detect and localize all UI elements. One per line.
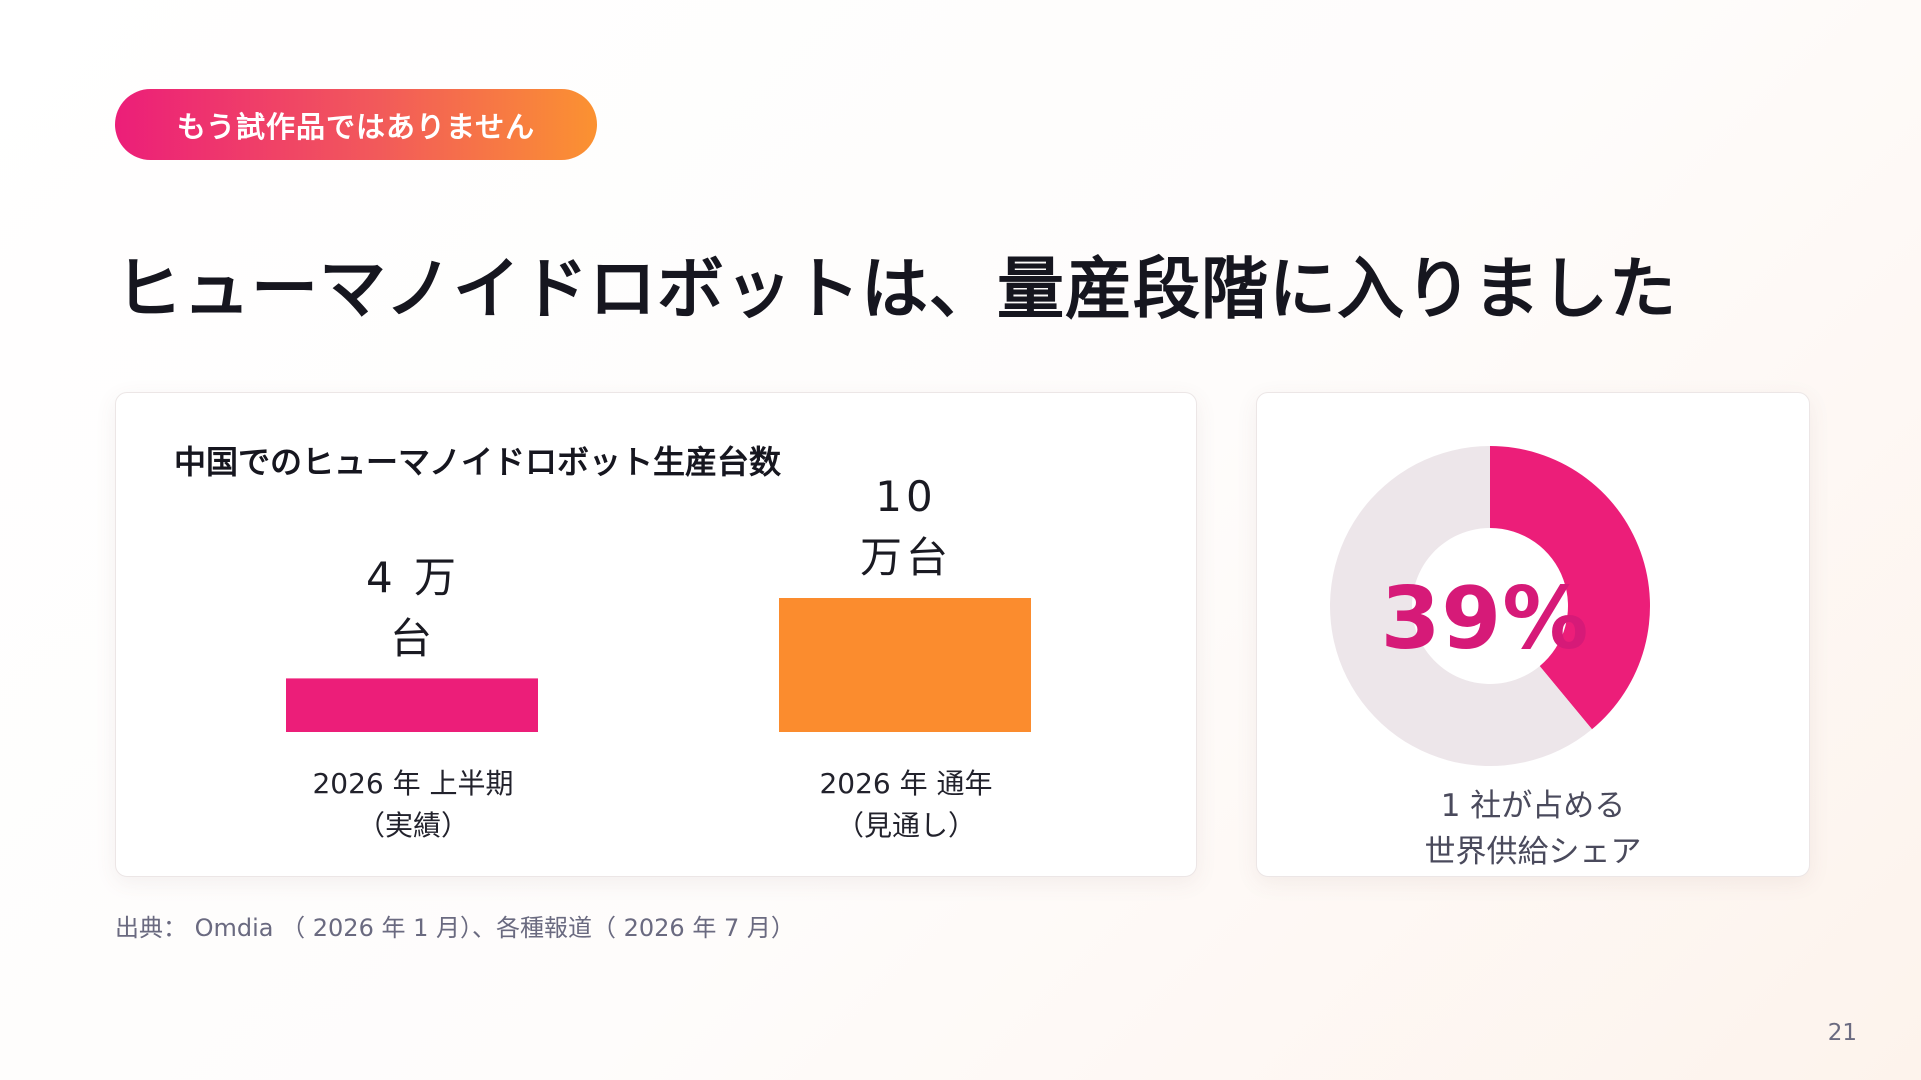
page-title: ヒューマノイドロボットは、量産段階に入りました bbox=[115, 250, 1677, 328]
bar-value-line: 万台 bbox=[859, 533, 952, 582]
bar-chart bbox=[286, 598, 1031, 732]
donut-slice-1 bbox=[1330, 446, 1592, 766]
category-note: （見通し） bbox=[835, 809, 976, 842]
bar-value-label-full-year: 10 万台 bbox=[776, 466, 1036, 588]
category-label-full-year: 2026 年 通年 （見通し） bbox=[726, 763, 1086, 847]
share-description-line: 1 社が占める bbox=[1440, 788, 1626, 824]
category-note: （実績） bbox=[356, 809, 469, 842]
source-citation: 出典： Omdia （ 2026 年 1 月）、各種報道（ 2026 年 7 月… bbox=[115, 914, 795, 942]
donut-slice-0 bbox=[1490, 446, 1650, 730]
share-description: 1 社が占める 世界供給シェア bbox=[1257, 783, 1809, 875]
share-percentage: 39% bbox=[1380, 569, 1590, 669]
donut-chart bbox=[1330, 446, 1650, 766]
tagline-badge: もう試作品ではありません bbox=[115, 89, 597, 160]
category-name: 2026 年 上半期 bbox=[312, 767, 514, 800]
category-name: 2026 年 通年 bbox=[819, 767, 993, 800]
bar-value-line: 台 bbox=[389, 614, 436, 663]
page-number: 21 bbox=[1827, 1020, 1857, 1046]
category-label-h1: 2026 年 上半期 （実績） bbox=[233, 763, 593, 847]
bar-value-label-h1: 4 万 台 bbox=[283, 547, 543, 669]
market-share-card: 39% 1 社が占める 世界供給シェア bbox=[1256, 392, 1810, 877]
bar-value-line: 4 万 bbox=[365, 553, 461, 602]
bar-0 bbox=[286, 678, 538, 732]
chart-title: 中国でのヒューマノイドロボット生産台数 bbox=[174, 443, 782, 481]
share-description-line: 世界供給シェア bbox=[1424, 834, 1642, 870]
bar-value-line: 10 bbox=[875, 472, 937, 521]
bar-1 bbox=[779, 598, 1031, 732]
production-chart-card: 中国でのヒューマノイドロボット生産台数 4 万 台 10 万台 2026 年 上… bbox=[115, 392, 1197, 877]
